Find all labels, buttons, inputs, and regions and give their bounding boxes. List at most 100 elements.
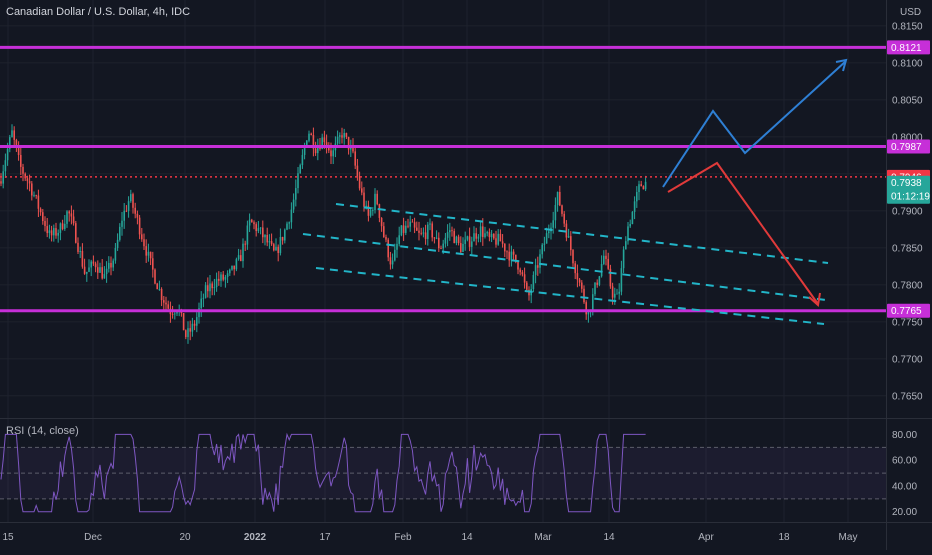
rsi-line xyxy=(0,432,646,513)
candle-body xyxy=(171,314,174,315)
candle-body xyxy=(202,297,205,299)
candle-body xyxy=(400,225,403,236)
candle-body xyxy=(556,191,559,206)
candle-body xyxy=(358,176,361,189)
price-tick-label: 0.7700 xyxy=(892,354,923,365)
candle-body xyxy=(508,251,510,261)
candle-body xyxy=(336,136,339,144)
candle-body xyxy=(127,201,130,211)
resistance-mid-tag-bg xyxy=(887,139,930,154)
candle-body xyxy=(132,194,134,208)
price-axis[interactable]: 0.81500.81000.80500.80000.79500.79000.78… xyxy=(892,21,923,518)
candle-body xyxy=(405,225,407,233)
candle-body xyxy=(211,283,213,289)
candle-body xyxy=(325,142,328,147)
candle-body xyxy=(391,260,394,265)
candle-body xyxy=(532,274,535,290)
channel-line xyxy=(335,203,829,264)
time-tick-label: May xyxy=(839,532,858,543)
candle-body xyxy=(473,233,475,242)
candle-body xyxy=(622,249,625,269)
candle-body xyxy=(121,220,123,227)
candle-body xyxy=(565,223,568,238)
candle-body xyxy=(242,243,244,262)
candle-body xyxy=(310,133,312,136)
candle-body xyxy=(440,248,442,250)
candle-body xyxy=(163,300,165,303)
candle-body xyxy=(297,173,299,189)
candle-body xyxy=(519,269,521,273)
rsi-pane xyxy=(0,446,886,500)
candle-body xyxy=(92,261,95,264)
candle-body xyxy=(209,283,211,292)
candle-body xyxy=(77,242,79,252)
candle-body xyxy=(218,278,220,281)
candle-body xyxy=(501,241,504,244)
candle-body xyxy=(460,243,462,253)
candle-body xyxy=(253,222,255,225)
candle-body xyxy=(301,154,304,166)
currency-label[interactable]: USD xyxy=(900,7,922,18)
candle-body xyxy=(114,247,117,261)
candle-body xyxy=(526,282,528,290)
candle-body xyxy=(174,313,176,315)
candle-body xyxy=(620,268,623,292)
candle-body xyxy=(504,243,506,252)
rsi-tick-label: 20.00 xyxy=(892,507,917,518)
candle-body xyxy=(306,140,308,147)
candle-body xyxy=(182,313,185,331)
candle-body xyxy=(418,230,420,233)
candle-body xyxy=(607,258,609,269)
candle-body xyxy=(59,223,62,233)
channel-line xyxy=(315,267,825,325)
candle-body xyxy=(369,210,372,216)
candle-body xyxy=(248,219,251,226)
candle-body xyxy=(288,222,290,224)
rsi-title[interactable]: RSI (14, close) xyxy=(6,425,79,437)
candle-body xyxy=(361,188,363,193)
candle-body xyxy=(378,204,381,218)
price-tick-label: 0.7900 xyxy=(892,206,923,217)
candle-body xyxy=(17,147,20,155)
candle-body xyxy=(581,282,583,289)
candle-body xyxy=(125,210,128,212)
candle-body xyxy=(596,282,598,285)
candle-body xyxy=(226,273,229,277)
candle-body xyxy=(389,257,392,265)
resistance-mid-tag-text: 0.7987 xyxy=(891,142,922,153)
candle-body xyxy=(55,228,57,236)
time-tick-label: 14 xyxy=(603,532,615,543)
candle-body xyxy=(427,224,429,239)
candle-body xyxy=(570,236,572,251)
candle-body xyxy=(152,258,154,270)
candle-body xyxy=(354,151,356,166)
candle-body xyxy=(0,181,2,184)
candle-body xyxy=(625,241,627,250)
candle-body xyxy=(154,269,156,284)
candle-body xyxy=(594,282,596,295)
candle-body xyxy=(33,195,35,196)
candle-body xyxy=(438,237,440,249)
candle-body xyxy=(352,145,354,152)
candle-body xyxy=(191,323,194,332)
price-tick-label: 0.8100 xyxy=(892,58,923,69)
symbol-title[interactable]: Canadian Dollar / U.S. Dollar, 4h, IDC xyxy=(6,6,191,18)
candle-body xyxy=(394,249,396,261)
time-axis[interactable]: 15 Dec 20 2022 17 Feb 14 Mar 14 Apr 18 May xyxy=(2,532,857,543)
candle-body xyxy=(15,139,18,148)
candle-body xyxy=(341,135,343,138)
drawings[interactable] xyxy=(0,45,886,325)
candle-body xyxy=(134,207,136,214)
candle-body xyxy=(585,302,587,315)
candle-body xyxy=(396,243,398,250)
candle-body xyxy=(187,328,189,338)
time-tick-label: Apr xyxy=(698,532,714,543)
candle-body xyxy=(79,250,81,252)
candle-body xyxy=(259,227,262,229)
candle-body xyxy=(488,232,491,238)
candle-body xyxy=(4,160,7,172)
candle-body xyxy=(493,233,495,239)
candle-body xyxy=(484,233,486,238)
